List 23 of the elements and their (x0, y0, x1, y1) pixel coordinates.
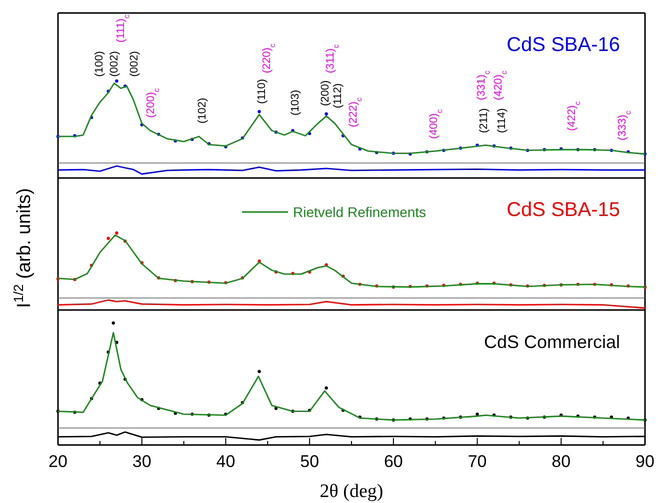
annotation: (102) (196, 98, 208, 124)
text: (002) (108, 51, 120, 77)
annotation: (103) (289, 90, 302, 116)
text: CdS SBA-15 (506, 199, 620, 221)
text: CdS Commercial (484, 332, 620, 352)
x-tick-label: 20 (48, 452, 68, 471)
text: (100) (93, 51, 106, 77)
x-tick-label: 30 (132, 452, 152, 471)
text: (002) (128, 51, 140, 77)
x-tick-label: 50 (300, 452, 320, 471)
annotation: (110) (256, 78, 268, 104)
legend-label: Rietveld Refinements (293, 204, 426, 220)
x-tick-label: 60 (384, 452, 403, 471)
annotation: (200) (320, 80, 332, 106)
x-tick-label: 80 (552, 452, 571, 471)
x-tick-label: 90 (636, 452, 654, 471)
x-axis-title: 2θ (deg) (320, 481, 384, 502)
x-tick-label: 40 (216, 452, 236, 471)
x-tick-label: 70 (468, 452, 487, 471)
text: CdS SBA-16 (506, 34, 620, 56)
annotation: (114) (496, 108, 508, 134)
annotation: (211) (478, 108, 490, 134)
annotation: (112) (332, 83, 344, 108)
